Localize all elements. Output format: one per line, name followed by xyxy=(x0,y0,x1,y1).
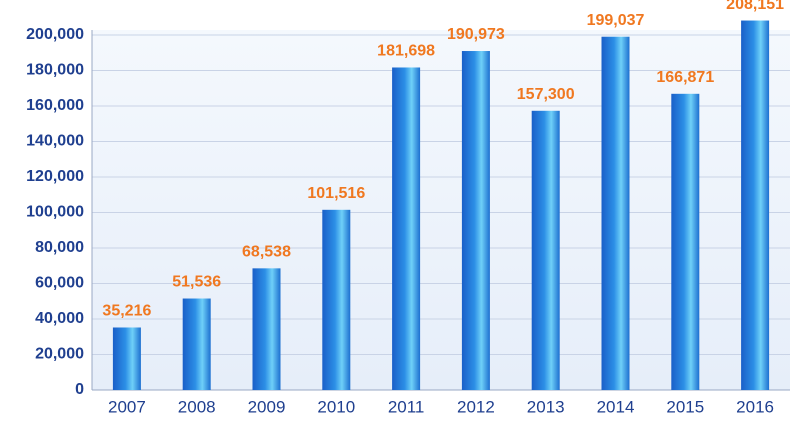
bar xyxy=(461,51,490,391)
y-tick-label: 40,000 xyxy=(35,310,84,327)
bar xyxy=(112,327,141,390)
bar xyxy=(322,209,351,390)
value-label: 157,300 xyxy=(517,86,575,103)
value-label: 166,871 xyxy=(656,69,714,86)
y-tick-label: 100,000 xyxy=(26,204,84,221)
bar xyxy=(182,298,211,390)
bar xyxy=(392,67,421,390)
y-tick-label: 120,000 xyxy=(26,168,84,185)
value-label: 35,216 xyxy=(102,303,151,320)
bar xyxy=(531,110,560,390)
x-tick-label: 2008 xyxy=(178,397,216,416)
y-tick-label: 140,000 xyxy=(26,133,84,150)
x-tick-label: 2010 xyxy=(317,397,355,416)
x-tick-label: 2015 xyxy=(666,397,704,416)
x-tick-label: 2011 xyxy=(388,397,425,416)
y-tick-label: 60,000 xyxy=(35,275,84,292)
value-label: 208,151 xyxy=(726,0,784,13)
y-tick-label: 160,000 xyxy=(26,97,84,114)
value-label: 101,516 xyxy=(307,185,365,202)
y-tick-label: 20,000 xyxy=(35,346,84,363)
x-tick-label: 2014 xyxy=(597,397,635,416)
x-tick-label: 2013 xyxy=(527,397,565,416)
bar xyxy=(601,36,630,391)
x-tick-label: 2012 xyxy=(457,397,495,416)
y-tick-label: 180,000 xyxy=(26,62,84,79)
value-label: 181,698 xyxy=(377,43,435,60)
value-label: 68,538 xyxy=(242,244,291,261)
x-tick-label: 2007 xyxy=(108,397,146,416)
value-label: 199,037 xyxy=(587,12,645,29)
x-tick-label: 2009 xyxy=(248,397,286,416)
bar xyxy=(252,268,281,390)
y-tick-label: 0 xyxy=(75,381,84,398)
y-tick-label: 80,000 xyxy=(35,239,84,256)
bar xyxy=(741,20,770,390)
value-label: 51,536 xyxy=(172,274,221,291)
y-tick-label: 200,000 xyxy=(26,26,84,43)
x-tick-label: 2016 xyxy=(736,397,774,416)
bar xyxy=(671,93,700,390)
value-label: 190,973 xyxy=(447,26,505,43)
